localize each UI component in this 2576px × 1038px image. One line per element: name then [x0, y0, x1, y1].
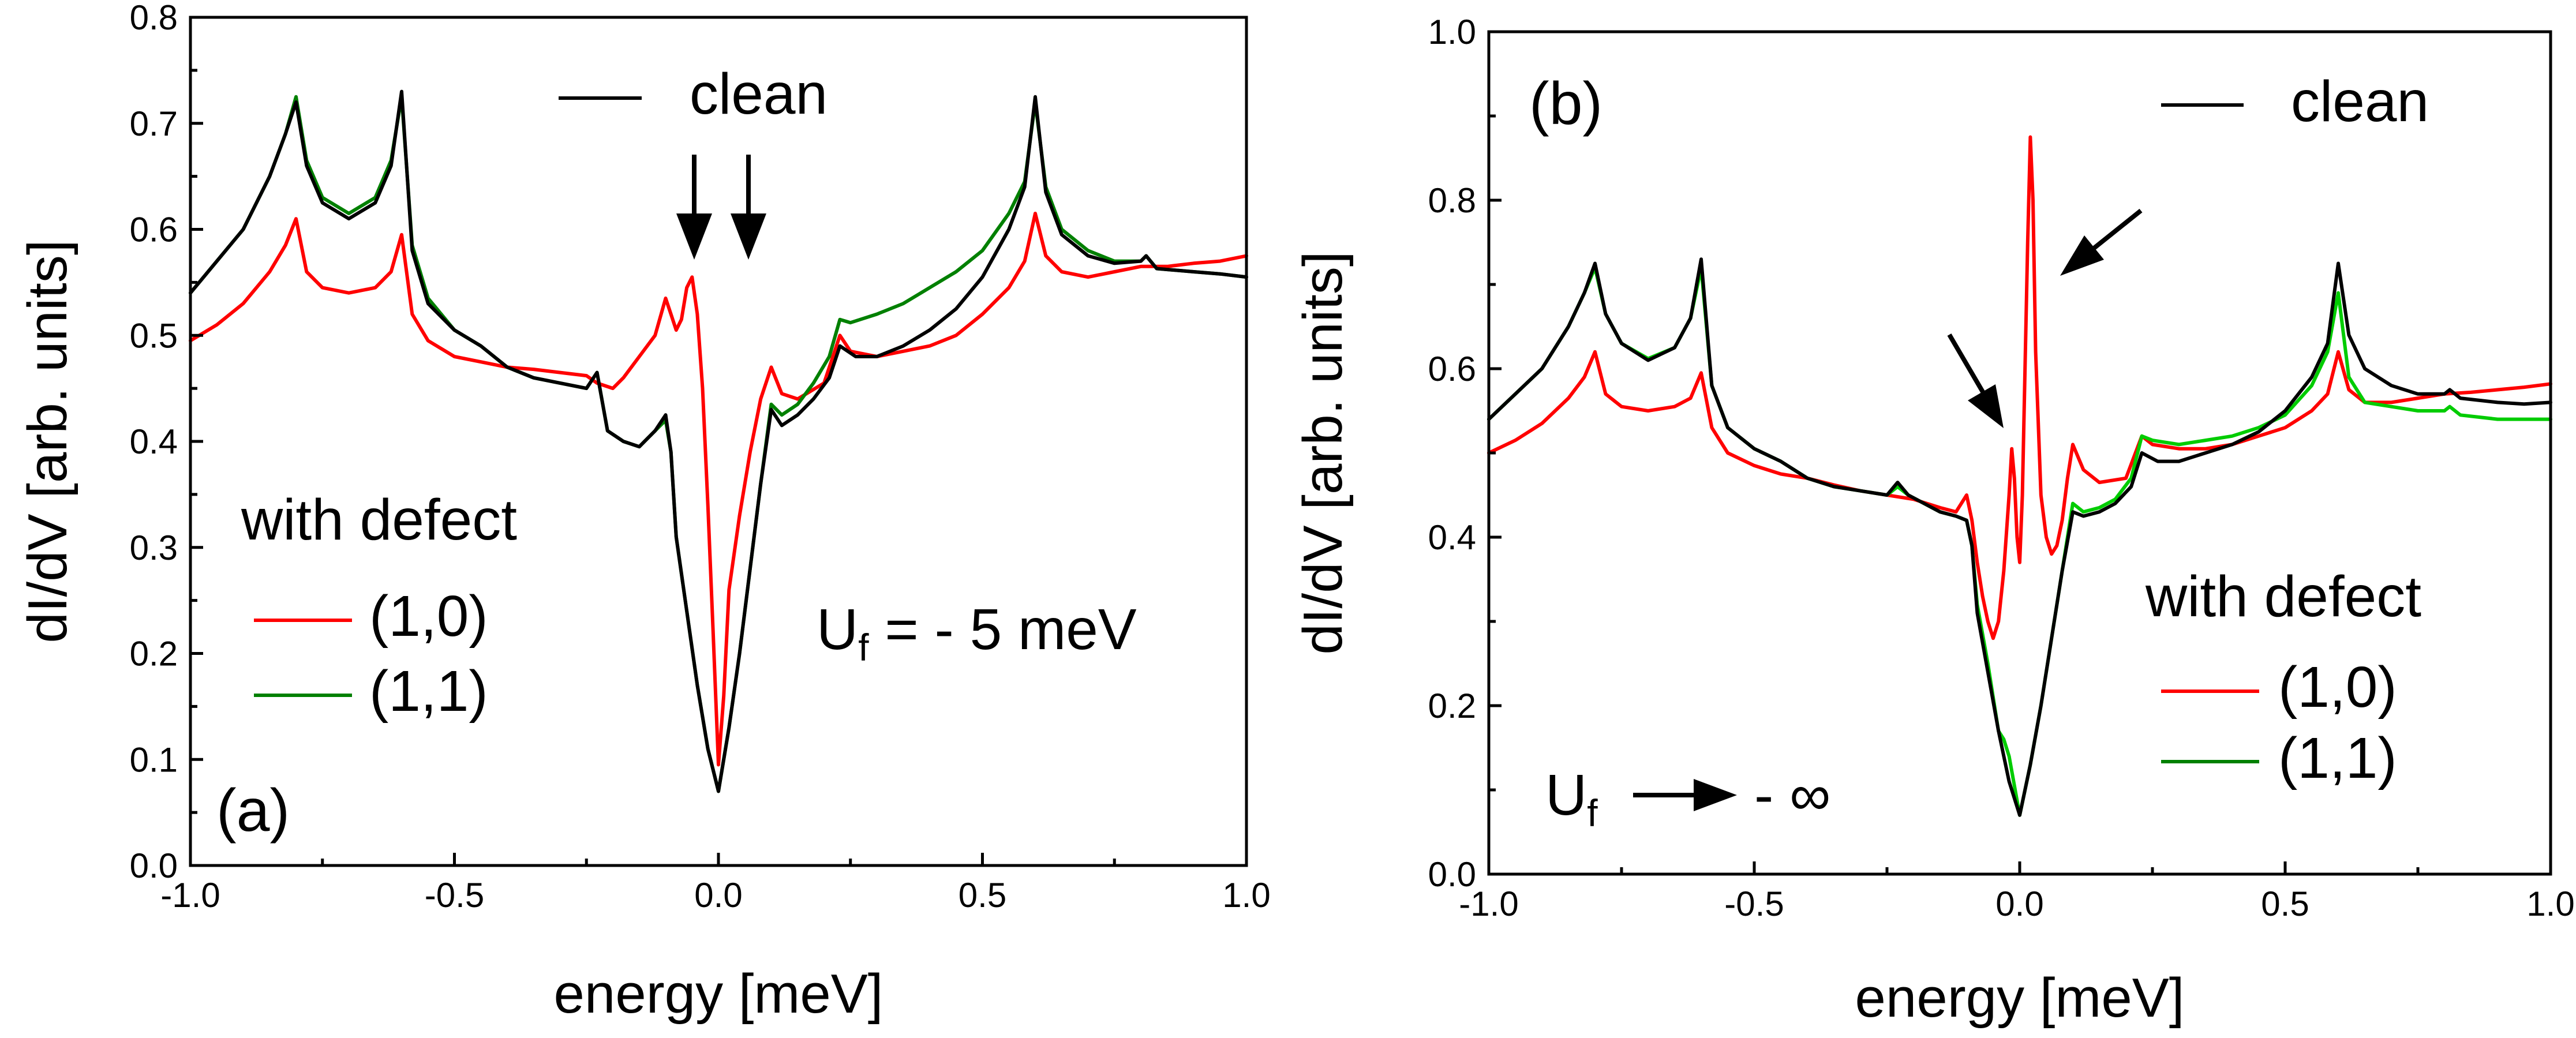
panel-b-legend-clean-label: clean: [2291, 69, 2429, 134]
panel-b-xtick-label: 0.5: [2261, 885, 2309, 923]
panel-a-ytick-label: 0.8: [130, 0, 178, 37]
panel-b-annotation-u: Uf: [1545, 763, 1598, 834]
panel-a-xtick-label: -0.5: [425, 876, 484, 915]
panel-a-ytick-label: 0.0: [130, 846, 178, 885]
panel-a-annotation: Uf = - 5 meV: [817, 597, 1137, 669]
panel-a-xtick-label: 0.5: [958, 876, 1006, 915]
panel-b-ytick-label: 0.0: [1428, 855, 1476, 894]
panel-b-ytick-label: 0.8: [1428, 181, 1476, 220]
panel-b-series: [1487, 135, 2552, 817]
panel-a-annotation-u: U: [817, 597, 858, 662]
panel-b-ytick-label: 1.0: [1428, 13, 1476, 51]
panel-b-ylabel: dI/dV [arb. units]: [1292, 251, 1354, 654]
panel-a-legend-clean-label: clean: [690, 62, 828, 126]
panel-b-annotation-sub: f: [1587, 792, 1598, 834]
panel-b-arrow-upper: [2060, 208, 2143, 276]
panel-b-arrow-lower: [1947, 333, 2004, 428]
panel-a-ticks: -1.0 -0.5 0.0 0.5 1.0 0.0 0.1 0.2 0.3 0.4 0.5 0.6 0.…: [130, 0, 1271, 915]
panel-b: -1.0 -0.5 0.0 0.5 1.0 0.0 0.2 0.4 0.6 0.8 1.0 ener…: [1292, 13, 2575, 1029]
panel-a-ytick-label: 0.6: [130, 211, 178, 249]
panel-a-xtick-label: 0.0: [694, 876, 742, 915]
panel-a-xtick-label: -1.0: [160, 876, 220, 915]
panel-b-annotation-arrow: [1633, 779, 1737, 811]
panel-a-legend-11-label: (1,1): [369, 659, 488, 724]
panel-b-ytick-label: 0.6: [1428, 350, 1476, 388]
panel-a-ytick-label: 0.1: [130, 740, 178, 779]
panel-a-series: [189, 89, 1248, 793]
panel-a-legend-10-label: (1,0): [369, 584, 488, 649]
panel-b-legend-10-label: (1,0): [2278, 655, 2397, 720]
panel-b-series-clean: [1487, 257, 2552, 817]
panel-a-legend-defect-title: with defect: [241, 488, 517, 552]
panel-a-series-clean: [189, 89, 1248, 793]
panel-a-series-11: [189, 95, 1248, 793]
panel-b-xlabel: energy [meV]: [1855, 967, 2185, 1029]
panel-b-xtick-label: 0.0: [1995, 885, 2043, 923]
panel-a-annotation-rest: = - 5 meV: [869, 597, 1137, 662]
panel-a-xlabel: energy [meV]: [554, 963, 883, 1025]
panel-a-annotation-sub: f: [858, 626, 869, 669]
panel-a-ytick-label: 0.5: [130, 316, 178, 355]
panel-a-ytick-label: 0.2: [130, 635, 178, 673]
panel-a-letter: (a): [216, 777, 290, 844]
panel-b-annotation-u-letter: U: [1545, 763, 1587, 827]
panel-b-xtick-label: -1.0: [1459, 885, 1518, 923]
panel-b-ticks: -1.0 -0.5 0.0 0.5 1.0 0.0 0.2 0.4 0.6 0.8 1.0: [1428, 13, 2575, 923]
panel-b-series-10: [1487, 135, 2552, 640]
panel-b-annotation-rest: - ∞: [1754, 763, 1830, 827]
panel-b-ytick-label: 0.2: [1428, 687, 1476, 725]
panel-b-legend-defect-title: with defect: [2145, 564, 2421, 629]
panel-a-ytick-label: 0.4: [130, 422, 178, 461]
panel-a-xtick-label: 1.0: [1222, 876, 1270, 915]
panel-b-letter: (b): [1529, 70, 1602, 137]
panel-b-xtick-label: -0.5: [1724, 885, 1784, 923]
panel-a-ytick-label: 0.7: [130, 104, 178, 143]
panel-a-arrow-right: [731, 155, 766, 260]
panel-b-legend-11-label: (1,1): [2278, 726, 2397, 790]
panel-a-arrow-left: [676, 155, 712, 260]
panel-a: -1.0 -0.5 0.0 0.5 1.0 0.0 0.1 0.2 0.3 0.4 0.5 0.6 0.…: [17, 0, 1271, 1025]
panel-b-ytick-label: 0.4: [1428, 518, 1476, 557]
panel-b-xtick-label: 1.0: [2526, 885, 2574, 923]
panel-a-ytick-label: 0.3: [130, 529, 178, 567]
panel-a-series-10: [189, 211, 1248, 767]
panel-a-ylabel: dI/dV [arb. units]: [17, 239, 78, 643]
